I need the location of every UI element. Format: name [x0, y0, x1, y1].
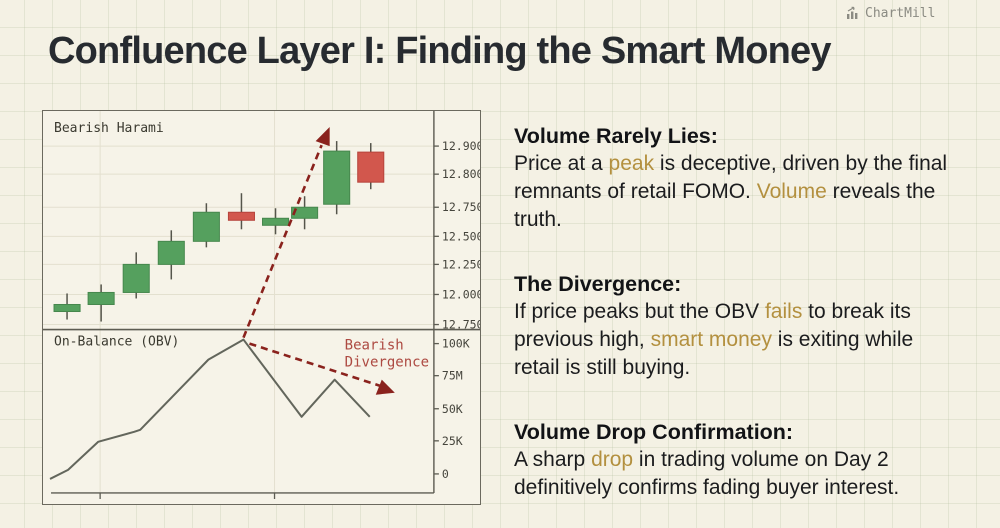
text-block-heading: Volume Rarely Lies:: [514, 124, 718, 148]
y-axis-label: 100K: [442, 337, 470, 351]
candle-body-up: [262, 217, 290, 226]
body-text: is exiting while retail is still buying.: [514, 328, 914, 379]
candle-body-up: [53, 303, 81, 313]
body-text: reveals the truth.: [514, 180, 936, 231]
body-text: A sharp: [514, 448, 592, 471]
y-axis-label: 0: [442, 467, 449, 481]
divergence-label: Bearish: [345, 338, 404, 354]
candle-body-down: [227, 211, 255, 221]
candle-body-up: [291, 206, 319, 219]
highlighted-term: Volume: [756, 180, 827, 203]
y-axis-label: 12.000: [442, 287, 480, 301]
candle-body-down: [357, 151, 385, 183]
y-axis-label: 50K: [442, 402, 463, 416]
y-axis-label: 12.250: [442, 257, 480, 271]
chartmill-logo: ChartMill: [846, 5, 935, 21]
text-block-body: A sharp drop in trading volume on Day 2 …: [514, 446, 962, 502]
body-text: is deceptive, driven by the final remnan…: [514, 152, 948, 203]
divergence-arrow-head: [375, 379, 395, 395]
chart-panel: 12.900 12.800 12.750 12.500 12.250 12.000 12.7…: [42, 110, 481, 505]
y-axis-label: 12.900: [442, 139, 480, 153]
divergence-label: Divergence: [345, 355, 429, 371]
text-block: The Divergence: If price peaks but the OB…: [514, 270, 962, 382]
y-axis-label: 12.800: [442, 167, 480, 181]
up-arrow: [242, 144, 323, 339]
body-text: Price at a: [514, 152, 609, 175]
text-block-heading: The Divergence:: [514, 272, 682, 296]
highlighted-term: peak: [608, 152, 655, 175]
bar-chart-icon: [847, 6, 858, 19]
candle-body-up: [87, 291, 115, 305]
price-panel-label: Bearish Harami: [54, 121, 164, 136]
divergence-arrow: [249, 342, 381, 387]
y-axis-label: 12.500: [442, 229, 480, 243]
text-block-heading: Volume Drop Confirmation:: [514, 420, 794, 444]
obv-panel-label: On-Balance (OBV): [54, 335, 179, 350]
candlestick-obv-chart: 12.900 12.800 12.750 12.500 12.250 12.000 12.7…: [43, 111, 480, 499]
y-axis-label: 25K: [442, 434, 463, 448]
brand-name: ChartMill: [865, 5, 936, 21]
y-axis-label: 75M: [442, 369, 463, 383]
highlighted-term: fails: [764, 300, 803, 323]
body-text: If price peaks but the OBV: [514, 300, 765, 323]
y-axis-label: 12.750: [442, 200, 480, 214]
candle-body-up: [122, 263, 150, 293]
up-arrow-head: [315, 127, 330, 147]
text-block-body: If price peaks but the OBV fails to brea…: [514, 298, 962, 382]
candle-body-up: [323, 150, 351, 205]
highlighted-term: drop: [591, 448, 634, 471]
text-block-body: Price at a peak is deceptive, driven by …: [514, 150, 962, 234]
text-column: Volume Rarely Lies: Price at a peak is de…: [514, 122, 962, 528]
candle-body-up: [192, 211, 220, 242]
y-axis-label: 12.750: [442, 318, 480, 332]
text-block: Volume Drop Confirmation: A sharp drop in…: [514, 418, 962, 502]
candle-body-up: [157, 240, 185, 265]
body-text: in trading volume on Day 2 definitively …: [514, 448, 900, 499]
highlighted-term: smart money: [650, 328, 772, 351]
body-text: to break its previous high,: [514, 300, 911, 351]
page-title: Confluence Layer I: Finding the Smart Mo…: [48, 30, 832, 72]
text-block: Volume Rarely Lies: Price at a peak is de…: [514, 122, 962, 234]
obv-line: [49, 338, 371, 480]
